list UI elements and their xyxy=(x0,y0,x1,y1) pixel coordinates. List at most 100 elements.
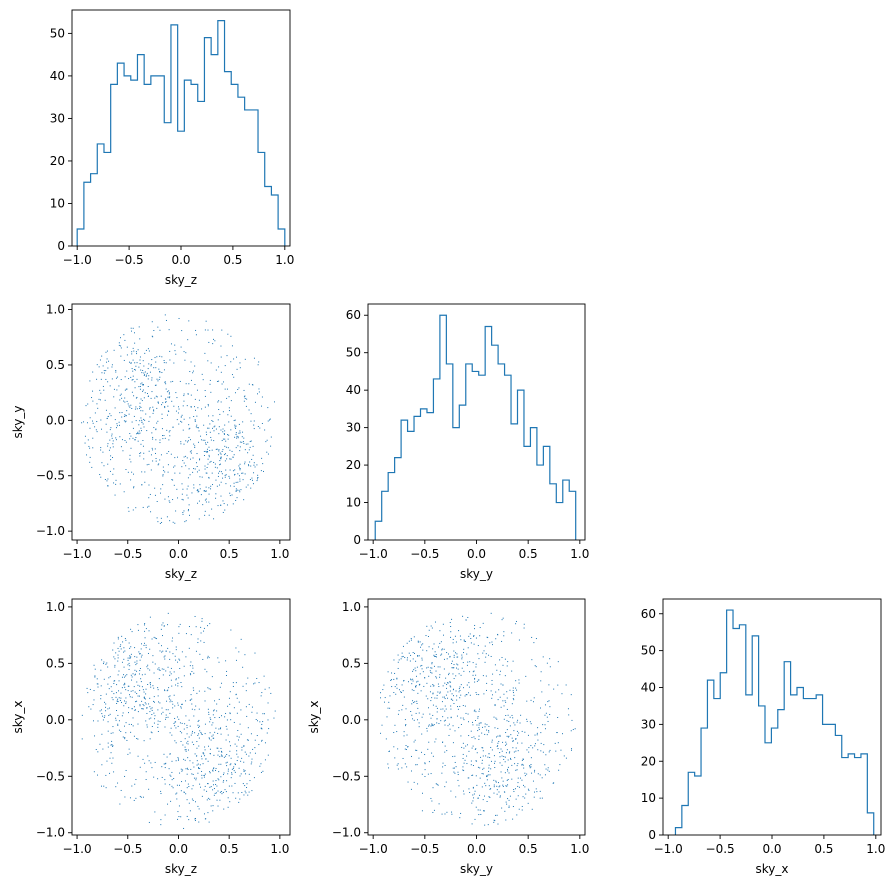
scatter-point xyxy=(167,410,169,412)
scatter-point xyxy=(113,468,115,470)
scatter-point xyxy=(462,615,464,617)
scatter-point xyxy=(226,765,228,767)
scatter-point xyxy=(515,798,517,800)
scatter-point xyxy=(501,750,503,752)
scatter-point xyxy=(412,658,414,660)
scatter-point xyxy=(163,360,165,361)
scatter-point xyxy=(161,418,163,419)
scatter-point xyxy=(430,700,432,702)
scatter-point xyxy=(99,389,101,391)
scatter-point xyxy=(408,652,410,654)
scatter-point xyxy=(197,441,199,443)
scatter-point xyxy=(457,779,459,781)
scatter-point xyxy=(480,722,482,724)
scatter-point xyxy=(129,458,131,460)
scatter-point xyxy=(141,471,143,473)
scatter-point xyxy=(220,481,222,483)
scatter-point xyxy=(230,777,232,779)
scatter-point xyxy=(244,790,246,792)
scatter-point xyxy=(222,477,224,479)
scatter-point xyxy=(193,487,195,489)
scatter-point xyxy=(513,699,515,701)
scatter-point xyxy=(507,784,509,786)
scatter-point xyxy=(125,420,127,422)
scatter-point xyxy=(146,374,148,376)
scatter-point xyxy=(124,637,126,639)
scatter-point xyxy=(115,786,117,788)
scatter-point xyxy=(174,721,176,723)
scatter-point xyxy=(99,474,101,476)
scatter-point xyxy=(412,680,414,682)
scatter-point xyxy=(216,747,218,749)
scatter-point xyxy=(450,708,452,710)
scatter-point xyxy=(455,766,457,768)
scatter-point xyxy=(142,390,144,392)
scatter-point xyxy=(524,775,526,777)
scatter-point xyxy=(186,457,188,459)
scatter-point xyxy=(180,682,182,683)
scatter-point xyxy=(414,652,415,654)
scatter-point xyxy=(203,789,205,791)
scatter-point xyxy=(140,383,142,385)
scatter-point xyxy=(139,420,141,422)
scatter-point xyxy=(203,424,205,426)
scatter-point xyxy=(404,748,406,750)
scatter-point xyxy=(450,636,452,638)
scatter-point xyxy=(175,760,177,762)
scatter-point xyxy=(107,666,109,668)
scatter-point xyxy=(229,495,231,497)
scatter-point xyxy=(151,391,153,393)
scatter-point xyxy=(226,455,228,457)
scatter-point xyxy=(143,397,145,399)
scatter-point xyxy=(234,782,236,784)
scatter-point xyxy=(218,449,220,451)
scatter-point xyxy=(115,371,117,373)
scatter-point xyxy=(194,753,196,755)
scatter-point xyxy=(171,785,173,787)
scatter-point xyxy=(200,494,202,496)
scatter-point xyxy=(199,768,201,770)
scatter-point xyxy=(178,816,180,818)
scatter-point xyxy=(152,661,154,663)
scatter-point xyxy=(198,430,200,432)
scatter-point xyxy=(401,656,403,658)
scatter-point xyxy=(134,408,136,410)
scatter-point xyxy=(178,677,180,679)
scatter-point xyxy=(238,387,240,389)
scatter-point xyxy=(233,766,235,768)
scatter-point xyxy=(427,698,429,700)
scatter-point xyxy=(159,650,161,652)
scatter-point xyxy=(258,744,260,746)
scatter-point xyxy=(261,740,263,742)
scatter-point xyxy=(397,667,399,669)
scatter-point xyxy=(154,811,156,813)
scatter-point xyxy=(443,720,445,722)
scatter-point xyxy=(112,732,114,734)
scatter-point xyxy=(212,329,214,331)
scatter-point xyxy=(107,478,109,480)
scatter-point xyxy=(268,687,270,689)
scatter-point xyxy=(220,457,222,459)
scatter-point xyxy=(103,678,105,680)
scatter-point xyxy=(107,463,109,465)
scatter-point xyxy=(220,754,222,756)
scatter-point xyxy=(149,408,151,410)
scatter-point xyxy=(152,438,154,440)
scatter-point xyxy=(451,618,453,620)
scatter-point xyxy=(240,638,242,640)
scatter-point xyxy=(136,681,138,683)
scatter-point xyxy=(444,786,446,788)
scatter-point xyxy=(140,417,142,419)
scatter-point xyxy=(558,769,560,771)
scatter-point xyxy=(156,356,158,358)
scatter-point xyxy=(125,415,127,417)
scatter-point xyxy=(120,337,121,339)
scatter-point xyxy=(239,446,241,448)
scatter-point xyxy=(412,670,414,672)
scatter-point xyxy=(168,451,170,453)
scatter-point xyxy=(195,334,197,336)
scatter-point xyxy=(213,710,215,712)
scatter-point xyxy=(213,518,215,520)
scatter-point xyxy=(167,471,169,473)
scatter-point xyxy=(479,777,481,779)
